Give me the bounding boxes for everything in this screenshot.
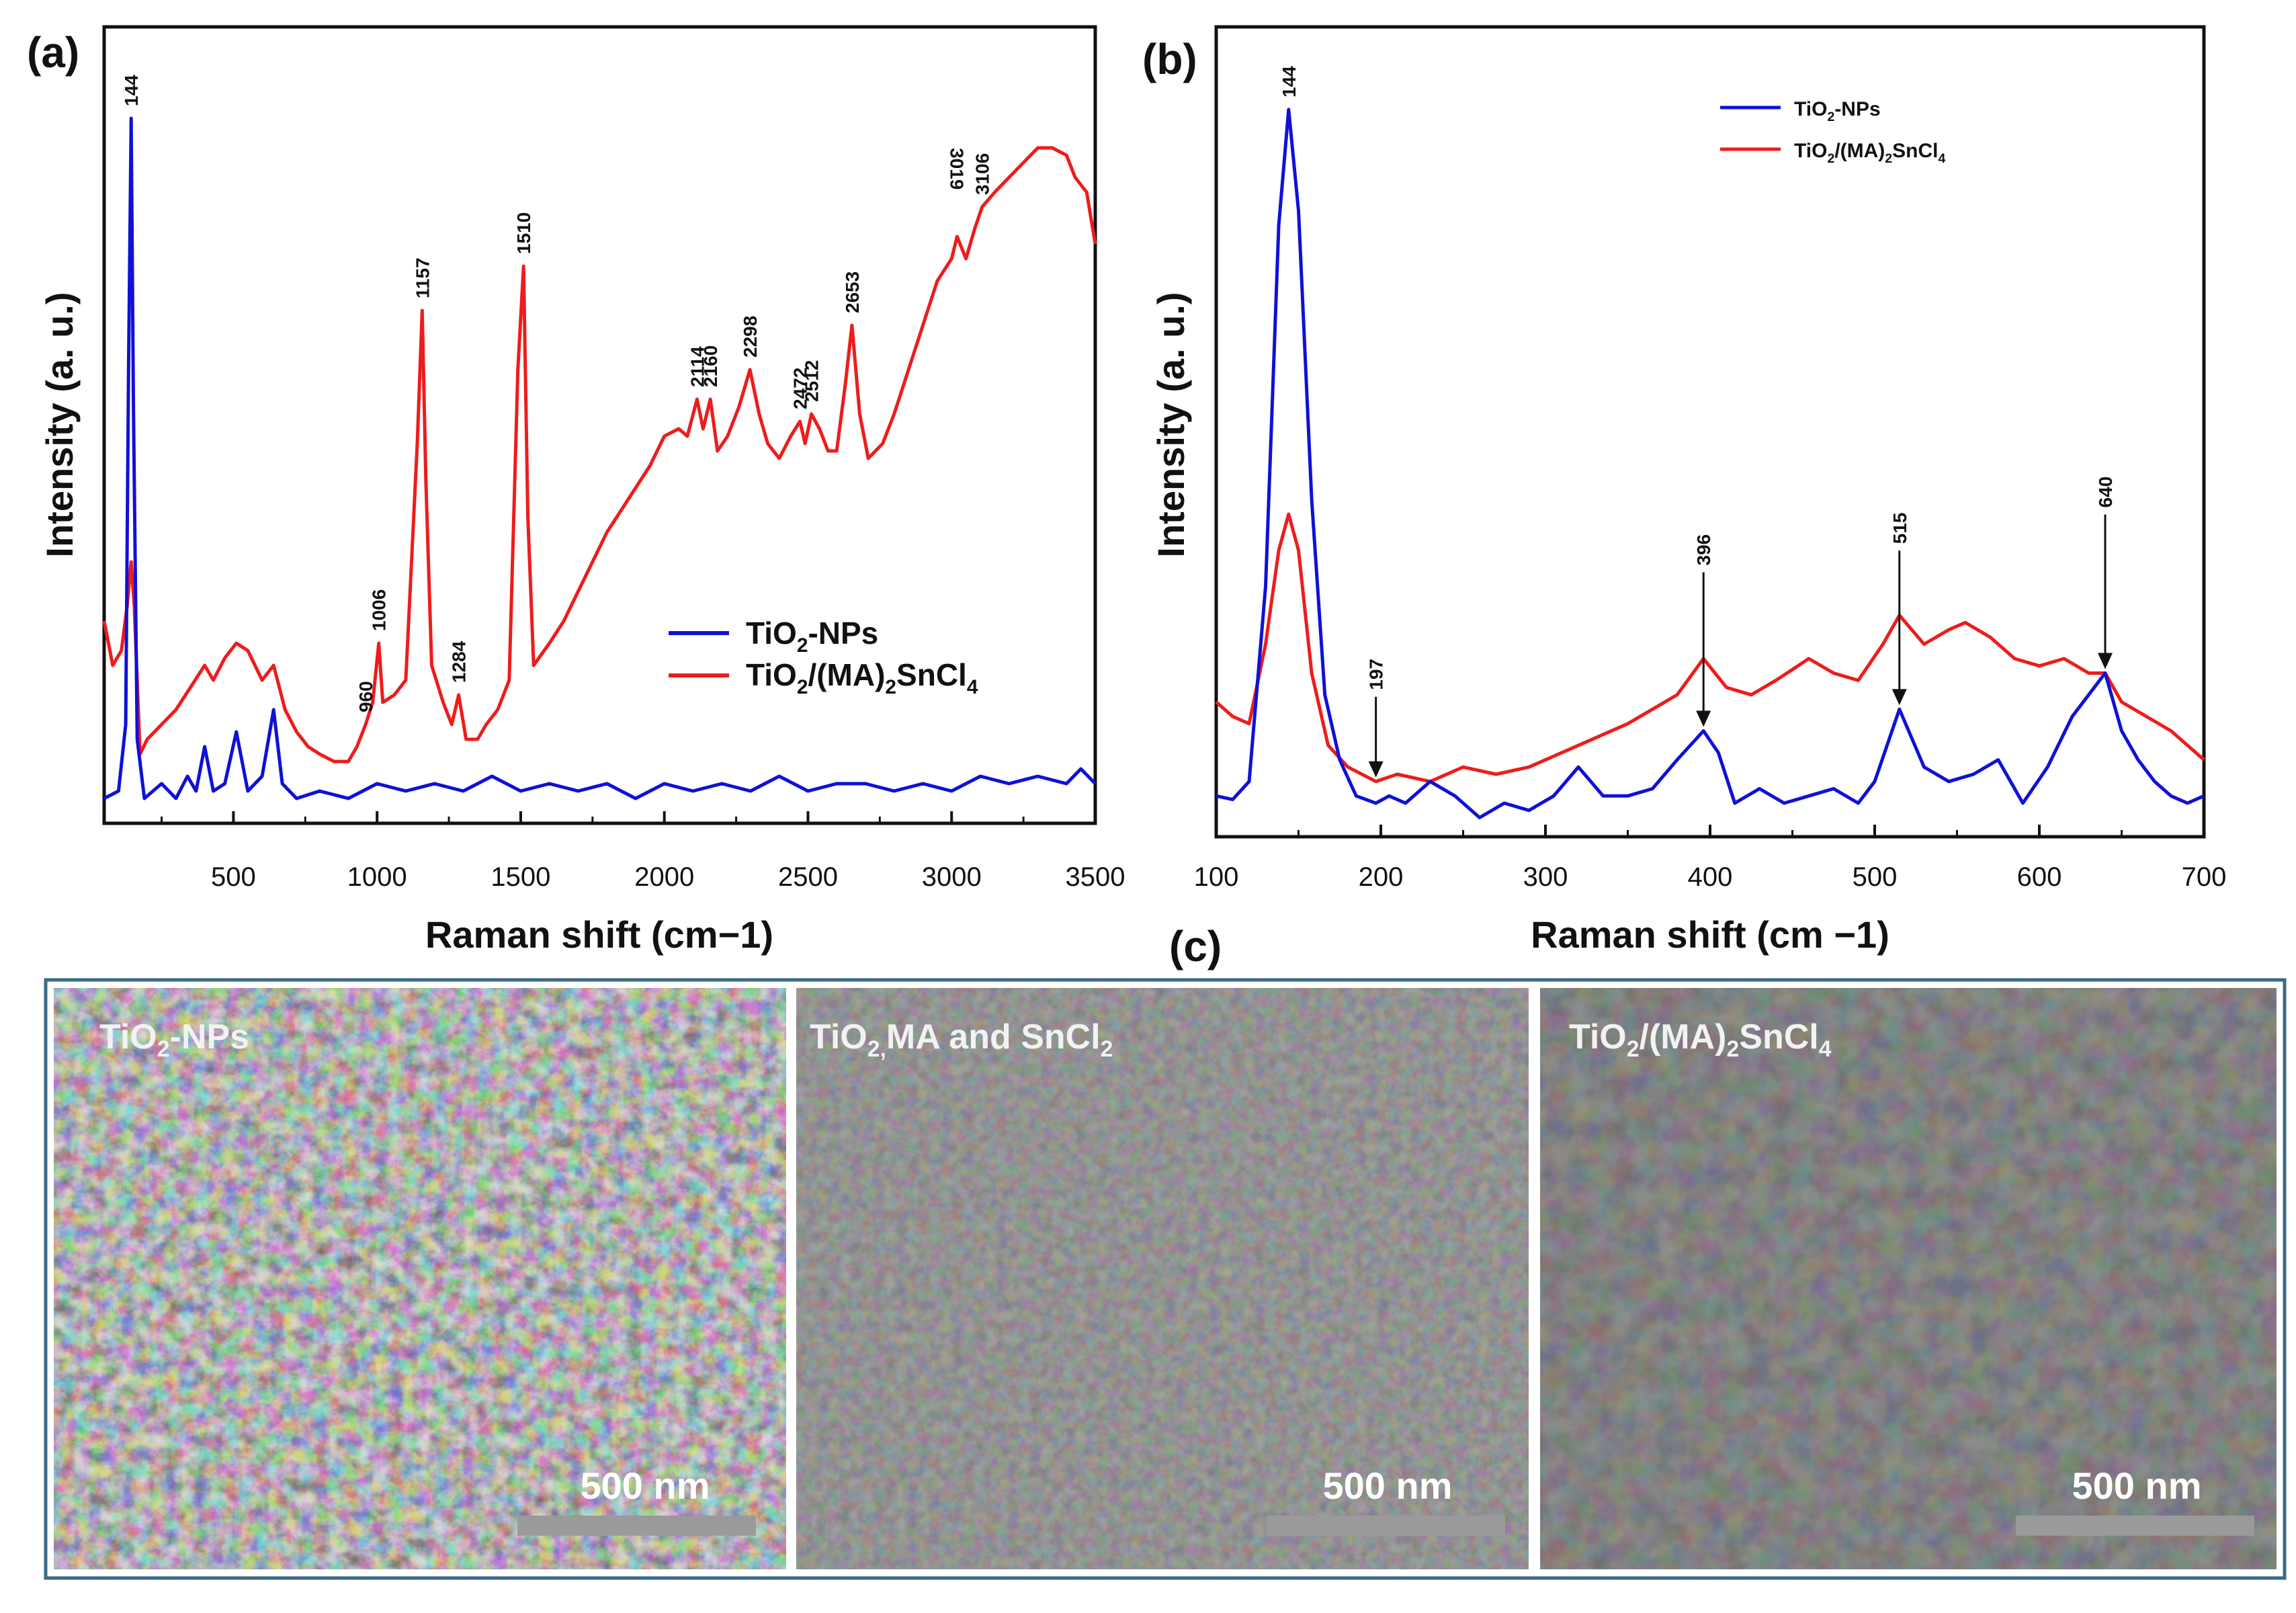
panel-label-c: (c): [1169, 922, 1222, 970]
scale-bar-2: [1267, 1516, 1505, 1536]
sem-label-1: TiO2-NPs: [99, 1018, 249, 1062]
series-line-b-composite: [1215, 512, 2205, 784]
x-tick-label-a-3000: 3000: [922, 862, 982, 892]
peak-label-2160: 2160: [700, 345, 721, 387]
x-axis-title-b: Raman shift (cm −1): [1531, 913, 1889, 956]
plot-frame-a: [102, 25, 1097, 825]
peak-label-1006: 1006: [369, 589, 390, 631]
peak-labels-b: 144 197 396 515 640: [1279, 66, 2116, 778]
sem-texture-smooth: [1540, 988, 2277, 1569]
legend-label-composite-a: TiO2/(MA)2SnCl4: [746, 657, 978, 698]
x-tick-label-b-100: 100: [1194, 862, 1239, 892]
sem-image-tio2-nps: TiO2-NPs 500 nm: [54, 988, 786, 1569]
sem-image-tio2-ma-sncl2: TiO2,MA and SnCl2 500 nm: [796, 988, 1529, 1569]
peak-label-640: 640: [2095, 477, 2116, 508]
sem-images: TiO2-NPs 500 nm TiO2,MA and SnCl2 500 nm…: [44, 978, 2287, 1580]
x-tick-label-a-500: 500: [211, 862, 256, 892]
x-tick-label-b-300: 300: [1523, 862, 1568, 892]
scale-bar-1: [517, 1516, 756, 1536]
peak-label-144: 144: [121, 75, 142, 106]
peak-label-197: 197: [1366, 659, 1387, 690]
x-tick-label-a-1500: 1500: [491, 862, 550, 892]
series-line-a-composite: [102, 146, 1097, 763]
series-group-a: [102, 116, 1097, 800]
series-line-a-tio2: [103, 116, 1097, 800]
x-tick-label-a-2500: 2500: [778, 862, 838, 892]
series-line-b-tio2: [1216, 108, 2205, 819]
sem-texture-film: [796, 988, 1529, 1569]
raman-chart-zoom: (b) 100 200 300 400 500 600 700 144 197 396 515 64…: [1142, 25, 2227, 956]
legend-a: TiO2-NPs TiO2/(MA)2SnCl4: [669, 616, 978, 698]
peak-label-3106: 3106: [972, 153, 993, 195]
peak-label-2653: 2653: [842, 272, 863, 313]
series-group-b: [1215, 108, 2205, 819]
peak-label-2114: 2114: [687, 346, 708, 387]
sem-label-2: TiO2,MA and SnCl2: [810, 1018, 1113, 1062]
sem-texture-porous: [54, 988, 786, 1569]
legend-b: TiO2-NPs TiO2/(MA)2SnCl4: [1720, 98, 1946, 166]
legend-label-tio2-a: TiO2-NPs: [746, 616, 878, 657]
sem-image-composite: TiO2/(MA)2SnCl4 500 nm: [1540, 988, 2277, 1569]
sem-label-3: TiO2/(MA)2SnCl4: [1569, 1018, 1832, 1062]
x-tick-label-b-600: 600: [2017, 862, 2062, 892]
peak-arrowhead-197: [1368, 761, 1384, 778]
panel-label-b: (b): [1142, 35, 1197, 83]
peak-label-396: 396: [1693, 534, 1714, 566]
x-tick-label-b-500: 500: [1853, 862, 1898, 892]
peak-label-3019: 3019: [946, 148, 967, 190]
y-axis-title-a: Intensity (a. u.): [38, 292, 81, 557]
legend-label-tio2-b: TiO2-NPs: [1794, 98, 1881, 124]
peak-arrowhead-640: [2098, 653, 2113, 669]
peak-label-960: 960: [355, 681, 376, 712]
scale-text-1: 500 nm: [581, 1464, 710, 1507]
plot-frame-b: [1214, 25, 2206, 839]
x-axis-b: 100 200 300 400 500 600 700: [1194, 825, 2227, 892]
x-tick-label-b-400: 400: [1688, 862, 1733, 892]
peak-arrowhead-396: [1696, 710, 1711, 727]
peak-label-515: 515: [1889, 513, 1910, 544]
scale-text-2: 500 nm: [1323, 1464, 1453, 1507]
legend-label-composite-b: TiO2/(MA)2SnCl4: [1794, 140, 1946, 166]
peak-label-1284: 1284: [449, 640, 470, 683]
x-tick-label-b-200: 200: [1359, 862, 1404, 892]
scale-text-3: 500 nm: [2072, 1464, 2202, 1507]
peak-arrowhead-515: [1891, 689, 1907, 706]
panel-label-a: (a): [27, 28, 79, 77]
x-axis-title-a: Raman shift (cm−1): [425, 913, 773, 956]
raman-chart-wide: (a) 500 1000 1500 2000 2500 3000 3500 144 960 10…: [27, 25, 1125, 956]
scale-bar-3: [2016, 1516, 2254, 1536]
x-tick-label-a-3500: 3500: [1066, 862, 1125, 892]
peak-label-1510: 1510: [513, 212, 534, 254]
x-tick-label-b-700: 700: [2182, 862, 2227, 892]
peak-label-144: 144: [1279, 66, 1300, 97]
x-tick-label-a-1000: 1000: [347, 862, 407, 892]
peak-label-2298: 2298: [740, 316, 761, 358]
peak-label-1157: 1157: [412, 257, 433, 298]
y-axis-title-b: Intensity (a. u.): [1150, 292, 1192, 557]
x-tick-label-a-2000: 2000: [634, 862, 694, 892]
peak-label-2472: 2472: [790, 368, 810, 409]
x-axis-a: 500 1000 1500 2000 2500 3000 3500: [161, 811, 1125, 892]
peak-label-2512: 2512: [802, 360, 822, 402]
